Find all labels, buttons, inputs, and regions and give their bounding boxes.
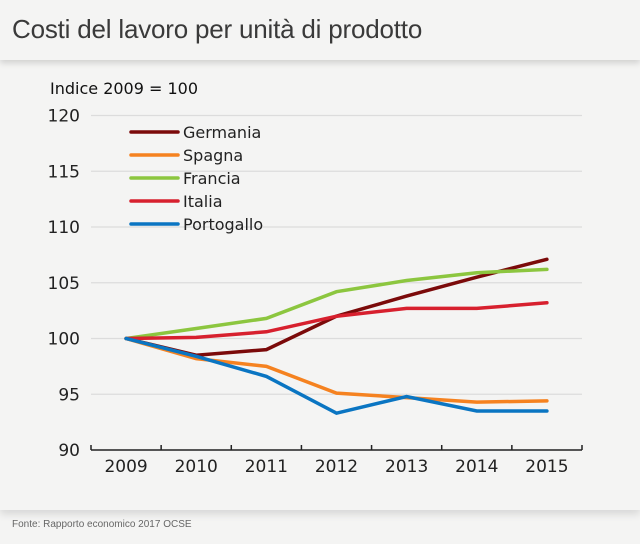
series-lines (124, 257, 549, 416)
legend-label: Portogallo (183, 215, 263, 234)
y-tick-label: 105 (48, 274, 80, 294)
legend-item-francia: Francia (129, 169, 241, 188)
legend-item-portogallo: Portogallo (129, 215, 263, 234)
y-tick-label: 110 (48, 218, 80, 238)
x-tick-label: 2012 (315, 457, 358, 477)
y-axis-ticks: 90 95 100 105 110 115 120 (48, 107, 80, 462)
y-tick-label: 100 (48, 330, 80, 350)
chart-title: Costi del lavoro per unità di prodotto (12, 14, 423, 44)
x-axis: 2009 2010 2011 2012 2013 2014 2015 (90, 445, 583, 477)
chart-header: Costi del lavoro per unità di prodotto (0, 0, 640, 60)
x-tick-label: 2011 (245, 457, 288, 477)
legend-label: Francia (183, 169, 241, 188)
y-tick-label: 120 (48, 107, 80, 127)
legend: Germania Spagna Francia Italia Portogallo (129, 123, 263, 234)
chart-card (0, 60, 640, 510)
series-line-francia (124, 267, 549, 341)
x-tick-label: 2010 (175, 457, 218, 477)
source-note: Fonte: Rapporto economico 2017 OCSE (12, 519, 192, 530)
series-line-spagna (124, 336, 549, 404)
x-tick-label: 2014 (455, 457, 498, 477)
legend-item-germania: Germania (129, 123, 261, 142)
series-line-portogallo (124, 336, 549, 416)
x-tick-label: 2009 (104, 457, 147, 477)
legend-item-spagna: Spagna (129, 146, 243, 165)
legend-label: Italia (183, 192, 223, 211)
y-tick-label: 90 (58, 441, 80, 461)
series-line-italia (124, 301, 549, 341)
y-tick-label: 95 (58, 385, 80, 405)
legend-item-italia: Italia (129, 192, 223, 211)
x-tick-label: 2013 (385, 457, 428, 477)
y-tick-label: 115 (48, 162, 80, 182)
legend-label: Spagna (183, 146, 243, 165)
legend-label: Germania (183, 123, 261, 142)
y-axis-label: Indice 2009 = 100 (50, 79, 198, 98)
x-tick-label: 2015 (525, 457, 568, 477)
gridlines (91, 114, 582, 395)
